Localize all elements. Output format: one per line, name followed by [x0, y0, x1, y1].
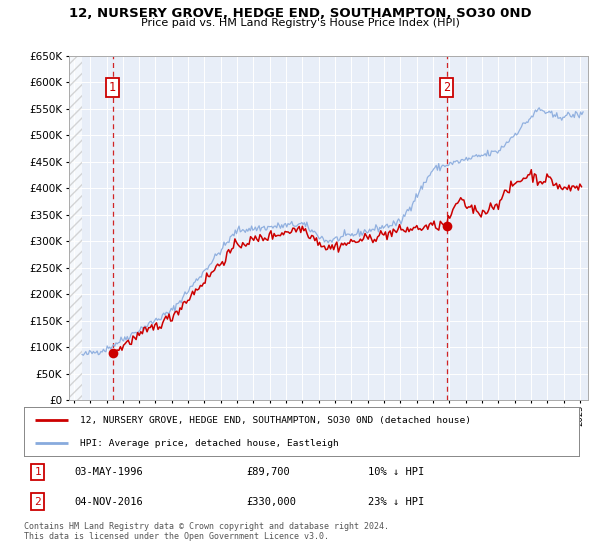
Text: £89,700: £89,700	[246, 467, 290, 477]
Text: 12, NURSERY GROVE, HEDGE END, SOUTHAMPTON, SO30 0ND: 12, NURSERY GROVE, HEDGE END, SOUTHAMPTO…	[68, 7, 532, 20]
Text: 2: 2	[35, 497, 41, 507]
Text: 1: 1	[35, 467, 41, 477]
Text: Price paid vs. HM Land Registry's House Price Index (HPI): Price paid vs. HM Land Registry's House …	[140, 18, 460, 28]
Text: Contains HM Land Registry data © Crown copyright and database right 2024.
This d: Contains HM Land Registry data © Crown c…	[24, 522, 389, 542]
Text: 23% ↓ HPI: 23% ↓ HPI	[368, 497, 424, 507]
Text: HPI: Average price, detached house, Eastleigh: HPI: Average price, detached house, East…	[79, 438, 338, 447]
Text: 1: 1	[109, 81, 116, 94]
Bar	[69, 56, 82, 400]
Text: 03-MAY-1996: 03-MAY-1996	[74, 467, 143, 477]
Text: 04-NOV-2016: 04-NOV-2016	[74, 497, 143, 507]
Text: 2: 2	[443, 81, 450, 94]
Text: 12, NURSERY GROVE, HEDGE END, SOUTHAMPTON, SO30 0ND (detached house): 12, NURSERY GROVE, HEDGE END, SOUTHAMPTO…	[79, 416, 470, 425]
Text: £330,000: £330,000	[246, 497, 296, 507]
Text: 10% ↓ HPI: 10% ↓ HPI	[368, 467, 424, 477]
